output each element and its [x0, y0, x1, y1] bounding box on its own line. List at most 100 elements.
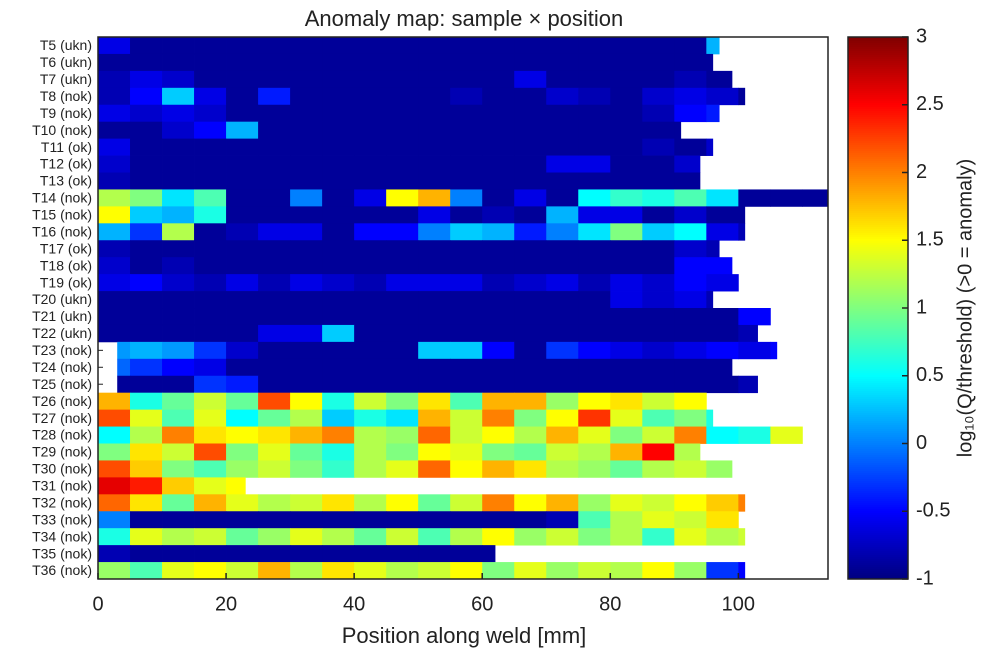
heatmap-cell — [130, 70, 163, 89]
heatmap-cell — [130, 545, 163, 563]
heatmap-cell — [354, 375, 387, 394]
heatmap-cell — [450, 155, 483, 173]
heatmap-cell — [546, 155, 579, 173]
y-tick-label: T8 (nok) — [40, 88, 92, 104]
colorbar-band — [848, 377, 908, 380]
colorbar-band — [848, 495, 908, 498]
colorbar-band — [848, 477, 908, 480]
heatmap-cell — [610, 257, 643, 275]
heatmap-cell — [514, 562, 547, 580]
y-tick-label: T12 (ok) — [40, 156, 92, 172]
heatmap-cell — [514, 53, 547, 72]
colorbar-band — [848, 299, 908, 302]
heatmap-cell — [610, 104, 643, 123]
heatmap-cell — [578, 138, 611, 156]
heatmap-cell — [354, 138, 387, 156]
heatmap-cell — [418, 528, 451, 546]
colorbar-band — [848, 71, 908, 74]
heatmap-cell — [322, 426, 355, 444]
heatmap-cell — [706, 37, 720, 55]
heatmap-cell — [386, 70, 419, 89]
heatmap-cell — [258, 392, 291, 411]
colorbar-band — [848, 167, 908, 170]
colorbar-band — [848, 435, 908, 438]
heatmap-cell — [418, 189, 451, 207]
heatmap-cell — [258, 291, 291, 309]
colorbar-band — [848, 129, 908, 132]
colorbar-band — [848, 211, 908, 214]
colorbar-band — [848, 359, 908, 362]
heatmap-cell — [354, 291, 387, 309]
colorbar-band — [848, 219, 908, 222]
heatmap-cell — [706, 358, 733, 377]
heatmap-cell — [386, 358, 419, 377]
heatmap-cell — [98, 511, 131, 529]
heatmap-cell — [514, 104, 547, 123]
heatmap-cell — [354, 257, 387, 275]
heatmap-cell — [482, 460, 515, 478]
colorbar-band — [848, 199, 908, 202]
heatmap-cell — [546, 460, 579, 478]
colorbar-band — [848, 545, 908, 548]
heatmap-cell — [674, 70, 707, 89]
colorbar-band — [848, 263, 908, 266]
heatmap-cell — [738, 206, 746, 224]
heatmap-cell — [386, 324, 419, 343]
heatmap-cell — [130, 477, 163, 495]
colorbar-band — [848, 245, 908, 248]
heatmap-cell — [98, 308, 131, 326]
heatmap-cell — [514, 358, 547, 377]
colorbar-band — [848, 133, 908, 136]
heatmap-cell — [674, 206, 707, 224]
heatmap-cell — [418, 172, 451, 190]
colorbar-band — [848, 143, 908, 146]
heatmap-cell — [450, 324, 483, 343]
colorbar-band — [848, 75, 908, 78]
colorbar-band — [848, 529, 908, 532]
colorbar-band — [848, 207, 908, 210]
heatmap-cell — [450, 274, 483, 292]
heatmap-cell — [98, 53, 131, 72]
heatmap-cell — [706, 375, 739, 394]
heatmap-cell — [162, 240, 195, 258]
x-tick-label: 40 — [343, 593, 365, 615]
colorbar-band — [848, 189, 908, 192]
y-tick-label: T30 (nok) — [32, 461, 92, 477]
heatmap-cell — [130, 138, 163, 156]
heatmap-cell — [514, 494, 547, 512]
heatmap-cell — [642, 274, 675, 292]
heatmap-cell — [642, 324, 675, 343]
heatmap-cell — [354, 494, 387, 512]
colorbar-band — [848, 101, 908, 104]
heatmap-cell — [162, 53, 195, 72]
colorbar-band — [848, 465, 908, 468]
heatmap-cell — [162, 223, 195, 241]
heatmap-cell — [162, 511, 195, 529]
colorbar-band — [848, 109, 908, 112]
heatmap-cell — [258, 358, 291, 377]
heatmap-cell — [354, 409, 387, 427]
heatmap-cell — [162, 528, 195, 546]
heatmap-cell — [578, 274, 611, 292]
heatmap-cell — [194, 121, 227, 140]
colorbar-band — [848, 507, 908, 510]
heatmap-cell — [386, 274, 419, 292]
colorbar-band — [848, 317, 908, 320]
heatmap-cell — [386, 53, 419, 72]
heatmap-cell — [546, 341, 579, 360]
heatmap-cell — [322, 240, 355, 258]
heatmap-cell — [674, 87, 707, 106]
heatmap-cell — [674, 358, 707, 377]
heatmap-cell — [546, 37, 579, 55]
colorbar-band — [848, 577, 908, 580]
heatmap-cell — [258, 375, 291, 394]
heatmap-cell — [322, 511, 355, 529]
heatmap-cell — [674, 138, 707, 156]
heatmap-cell — [418, 223, 451, 241]
heatmap-cell — [386, 409, 419, 427]
colorbar-tick-label: 0 — [916, 432, 927, 454]
colorbar-band — [848, 425, 908, 428]
colorbar-band — [848, 549, 908, 552]
colorbar-band — [848, 123, 908, 126]
heatmap-cell — [514, 375, 547, 394]
